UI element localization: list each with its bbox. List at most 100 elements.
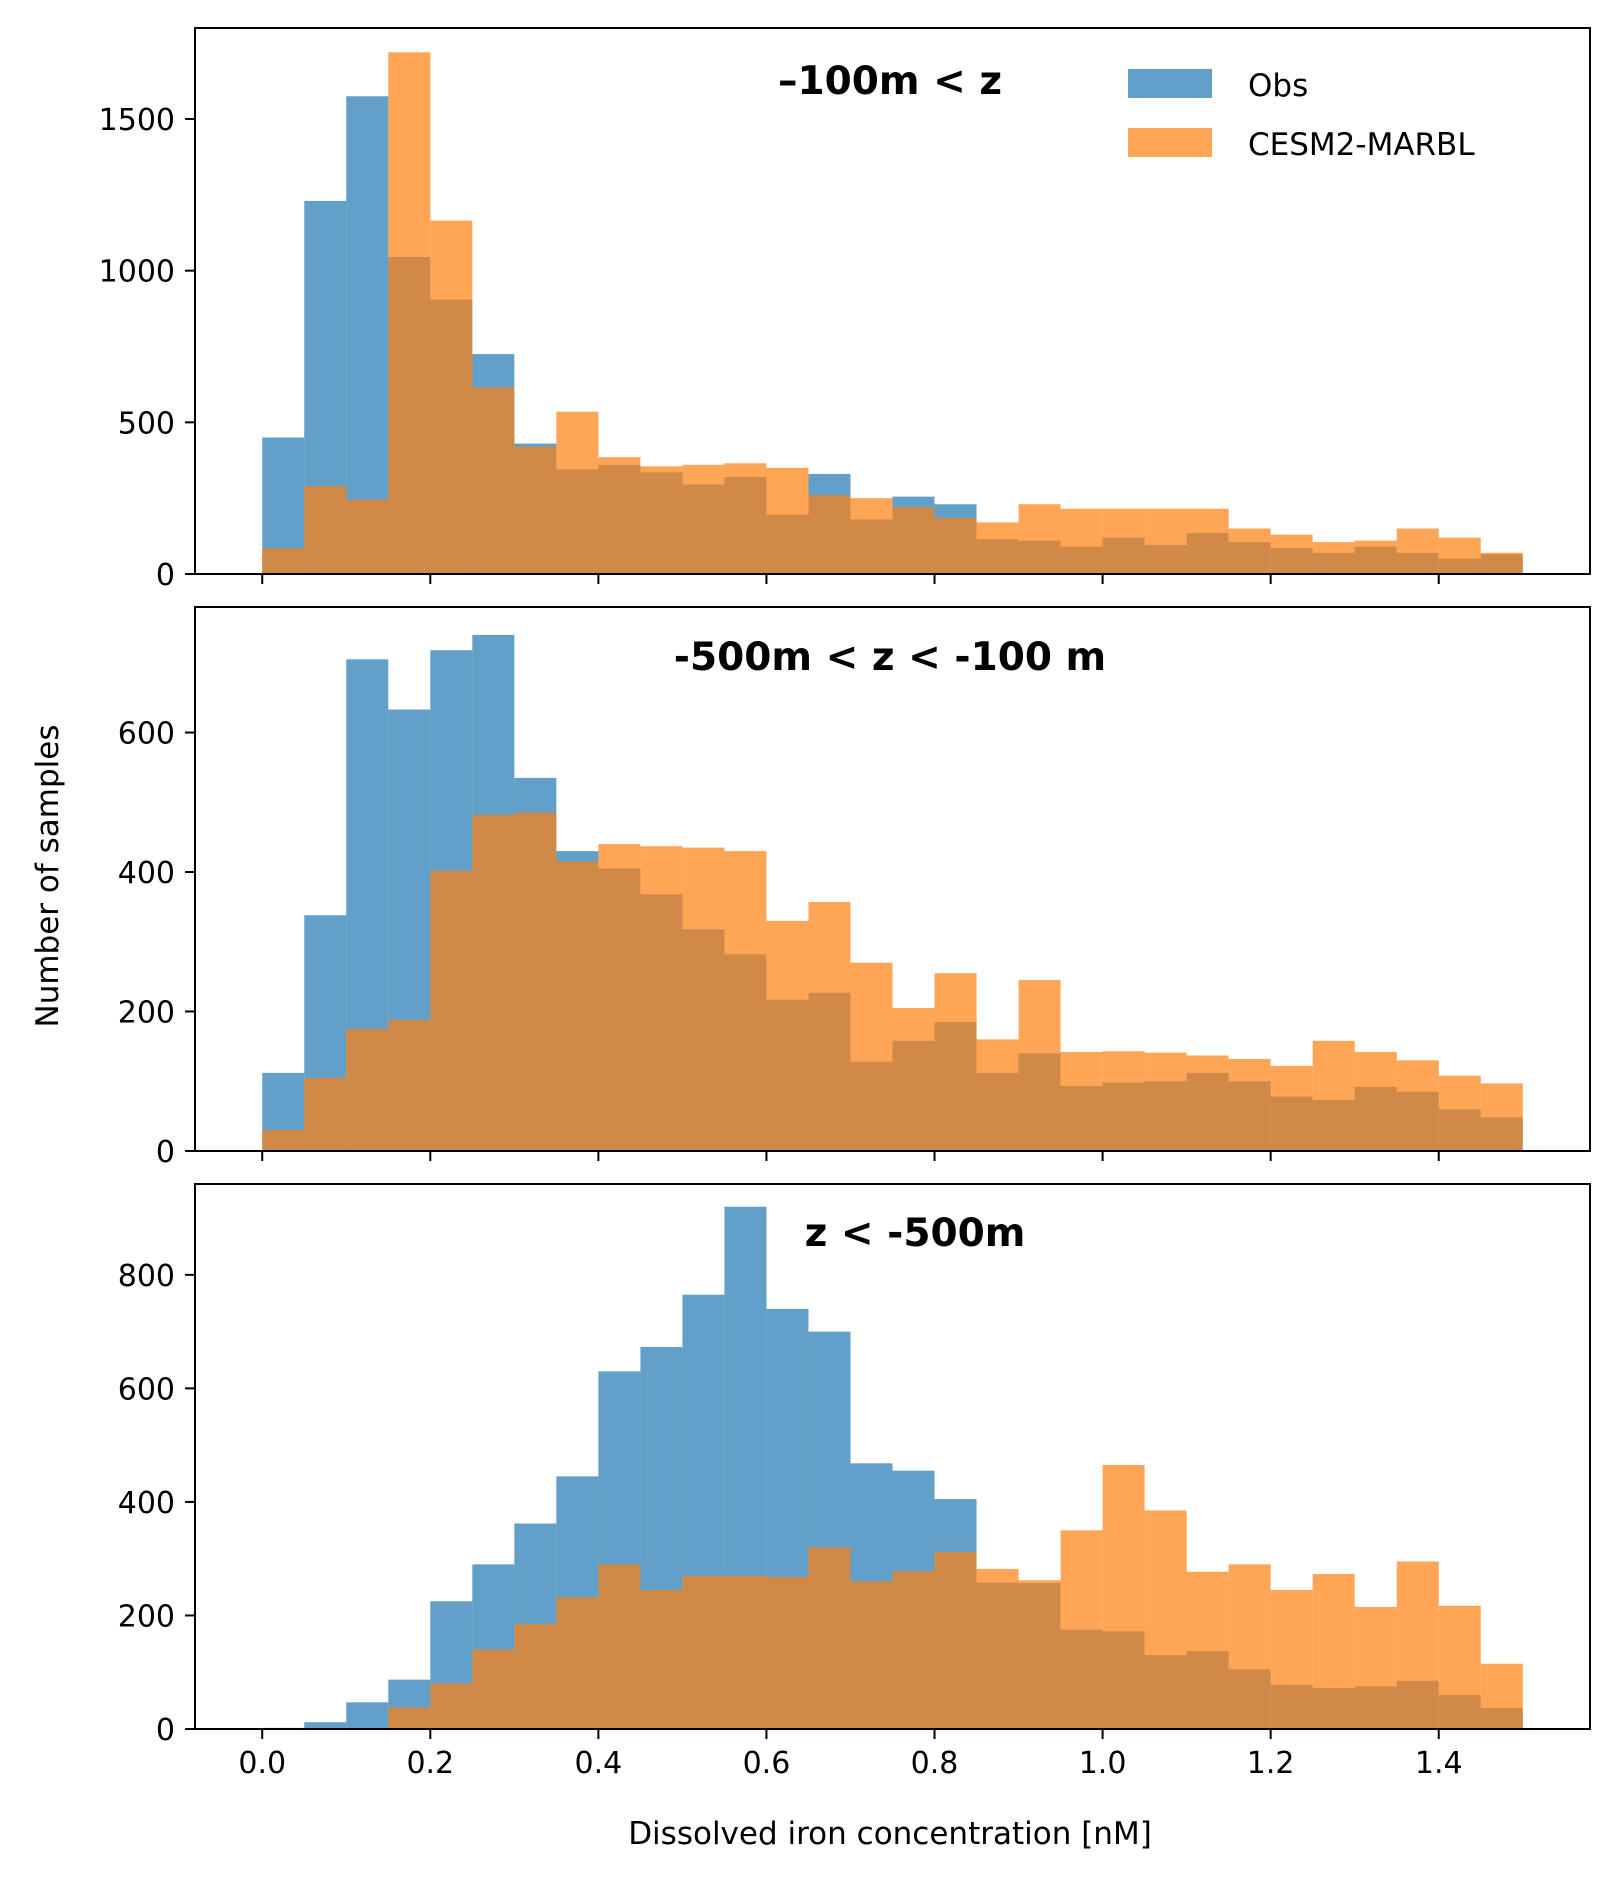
bottom-y-tick-label-4: 800 <box>118 1259 175 1294</box>
middle-bar-model-11 <box>724 851 767 1151</box>
middle-bar-model-20 <box>1102 1051 1145 1151</box>
legend-swatch-model <box>1128 128 1212 157</box>
top-bar-model-20 <box>1102 508 1145 574</box>
bottom-x-tick-label-3: 0.6 <box>743 1746 791 1781</box>
top-bar-model-19 <box>1060 508 1103 574</box>
top-bar-model-23 <box>1228 528 1271 574</box>
top-bar-model-0 <box>262 548 305 574</box>
bottom-y-tick-label-1: 200 <box>118 1599 175 1634</box>
panel-bottom: 0.0 0.2 0.4 0.6 0.8 1.0 1.2 1.4 0 200 400 600 800 <box>118 1183 1591 1781</box>
legend-label-obs: Obs <box>1248 68 1308 104</box>
top-bar-model-26 <box>1354 540 1397 574</box>
top-bar-model-21 <box>1144 508 1187 574</box>
bottom-bar-model-5 <box>472 1649 515 1729</box>
middle-bar-model-26 <box>1354 1051 1397 1151</box>
bottom-x-tick-label-2: 0.4 <box>575 1746 623 1781</box>
middle-bar-model-19 <box>1060 1051 1103 1151</box>
middle-bar-model-22 <box>1186 1055 1229 1151</box>
middle-y-tick-label-3: 600 <box>118 717 175 752</box>
panel-top-title: –100m < z <box>778 59 1002 104</box>
bottom-bar-obs-2 <box>346 1702 389 1729</box>
top-bar-model-22 <box>1186 508 1229 574</box>
middle-bar-model-18 <box>1018 980 1061 1151</box>
middle-bar-model-13 <box>808 902 851 1151</box>
middle-bar-model-23 <box>1228 1058 1271 1151</box>
middle-bar-model-25 <box>1312 1040 1355 1151</box>
bottom-bar-model-28 <box>1438 1605 1481 1729</box>
bottom-x-tick-label-0: 0.0 <box>238 1746 286 1781</box>
bottom-bar-model-7 <box>556 1597 599 1729</box>
top-bar-model-6 <box>514 446 557 574</box>
top-bar-model-4 <box>430 220 473 574</box>
bottom-bar-model-19 <box>1060 1530 1103 1729</box>
top-y-tick-label-0: 0 <box>156 558 175 593</box>
bottom-x-tick-label-5: 1.0 <box>1079 1746 1127 1781</box>
middle-bar-model-29 <box>1480 1083 1523 1151</box>
bottom-bar-model-29 <box>1480 1663 1523 1729</box>
bottom-bar-obs-1 <box>304 1722 347 1729</box>
top-bar-model-15 <box>892 507 935 574</box>
bottom-x-tick-label-7: 1.4 <box>1415 1746 1463 1781</box>
middle-bar-model-10 <box>682 847 725 1151</box>
bottom-bar-model-17 <box>976 1568 1019 1729</box>
panel-middle-title: -500m < z < -100 m <box>674 635 1106 680</box>
middle-bar-model-4 <box>430 870 473 1151</box>
middle-bar-model-21 <box>1144 1052 1187 1151</box>
bottom-bar-model-18 <box>1018 1580 1061 1729</box>
legend: Obs CESM2-MARBL <box>1128 68 1475 163</box>
bottom-bar-model-25 <box>1312 1574 1355 1729</box>
top-bar-model-25 <box>1312 542 1355 574</box>
top-bar-obs-2 <box>346 96 389 574</box>
bottom-bar-model-10 <box>682 1575 725 1729</box>
middle-bar-model-1 <box>304 1077 347 1151</box>
middle-bar-model-5 <box>472 814 515 1151</box>
top-bar-model-10 <box>682 464 725 574</box>
legend-swatch-obs <box>1128 69 1212 98</box>
bottom-bar-model-9 <box>640 1589 683 1729</box>
top-bar-model-7 <box>556 411 599 574</box>
x-axis-label: Dissolved iron concentration [nM] <box>628 1816 1152 1852</box>
bottom-bar-model-22 <box>1186 1571 1229 1729</box>
top-bar-model-29 <box>1480 552 1523 574</box>
top-bar-model-8 <box>598 457 641 574</box>
top-bar-model-12 <box>766 467 809 574</box>
top-y-tick-label-3: 1500 <box>99 103 175 138</box>
bottom-bar-model-26 <box>1354 1606 1397 1729</box>
middle-bar-model-15 <box>892 1008 935 1151</box>
middle-y-tick-label-1: 200 <box>118 996 175 1031</box>
y-axis-label: Number of samples <box>30 725 66 1028</box>
middle-bar-model-2 <box>346 1028 389 1151</box>
top-bar-model-28 <box>1438 537 1481 574</box>
panel-top: 0 500 1000 1500 <box>99 27 1591 593</box>
top-bar-model-27 <box>1396 528 1439 574</box>
bottom-bar-model-13 <box>808 1547 851 1729</box>
top-y-tick-label-1: 500 <box>118 406 175 441</box>
top-bar-model-11 <box>724 463 767 574</box>
top-bar-model-3 <box>388 52 431 575</box>
bottom-y-tick-label-3: 600 <box>118 1372 175 1407</box>
middle-y-tick-label-2: 400 <box>118 856 175 891</box>
top-y-tick-label-2: 1000 <box>99 255 175 290</box>
middle-bar-model-6 <box>514 812 557 1151</box>
bottom-bar-model-11 <box>724 1575 767 1729</box>
middle-bar-model-0 <box>262 1130 305 1151</box>
bottom-x-tick-label-1: 0.2 <box>406 1746 454 1781</box>
middle-bar-model-7 <box>556 861 599 1151</box>
top-axes-frame <box>194 27 1591 575</box>
bottom-bar-model-6 <box>514 1623 557 1729</box>
middle-bar-model-9 <box>640 846 683 1151</box>
middle-bar-model-27 <box>1396 1060 1439 1151</box>
middle-bar-model-12 <box>766 920 809 1151</box>
bottom-bar-model-27 <box>1396 1561 1439 1729</box>
top-bar-model-1 <box>304 486 347 574</box>
bottom-bar-model-15 <box>892 1571 935 1729</box>
panel-middle: 0 200 400 600 <box>118 606 1591 1170</box>
bottom-x-tick-label-4: 0.8 <box>911 1746 959 1781</box>
top-bar-model-16 <box>934 517 977 574</box>
bottom-bar-model-3 <box>388 1707 431 1729</box>
top-bar-model-9 <box>640 466 683 574</box>
bottom-x-tick-label-6: 1.2 <box>1247 1746 1295 1781</box>
middle-bar-model-28 <box>1438 1075 1481 1151</box>
middle-bar-model-24 <box>1270 1065 1313 1151</box>
